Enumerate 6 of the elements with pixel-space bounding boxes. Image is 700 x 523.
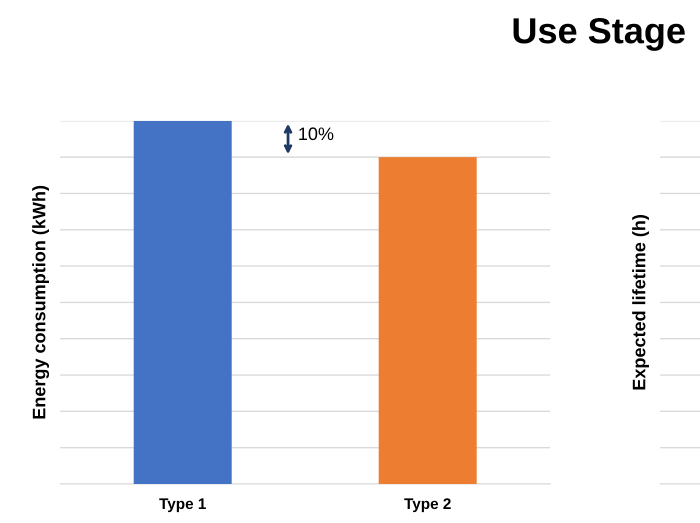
x-tick-label: Type 1 bbox=[159, 498, 206, 512]
x-tick-label: Type 2 bbox=[404, 498, 451, 512]
y-axis-title: Energy consumption (kWh) bbox=[32, 186, 50, 419]
chart-title: Use Stage bbox=[514, 18, 685, 51]
text: Expected lifetime (h) bbox=[632, 215, 649, 390]
annotation: 10% bbox=[299, 127, 334, 140]
